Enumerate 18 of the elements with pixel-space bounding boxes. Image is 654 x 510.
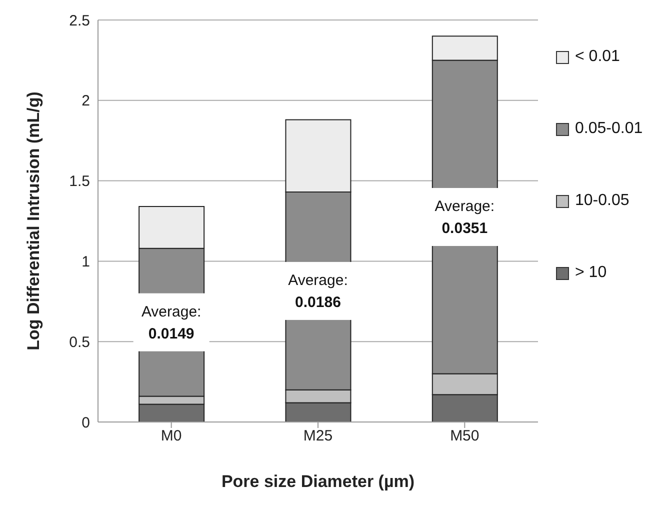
x-tick-label: M50 [450,428,480,445]
y-tick-label: 2 [82,92,90,110]
legend-label: 0.05-0.01 [575,120,643,138]
x-tick-label: M0 [160,428,182,445]
y-tick-label: 0 [82,414,90,432]
legend-label: 10-0.05 [575,192,630,210]
y-axis-title: Log Differential Intrusion (mL/g) [24,92,44,350]
x-tick-label: M25 [303,428,333,445]
annotation: Average: 0.0149 [141,303,202,342]
legend-label: < 0.01 [575,48,620,66]
legend-label: > 10 [575,264,607,282]
y-tick-label: 1.5 [69,173,90,190]
y-tick-label: 1 [82,254,90,271]
x-axis-title: Pore size Diameter (µm) [221,472,415,491]
y-tick-label: 2.5 [69,12,90,30]
y-tick-label: 0.5 [69,334,90,351]
annotation: Average: 0.0351 [434,198,495,237]
annotation: Average: 0.0186 [288,272,348,311]
